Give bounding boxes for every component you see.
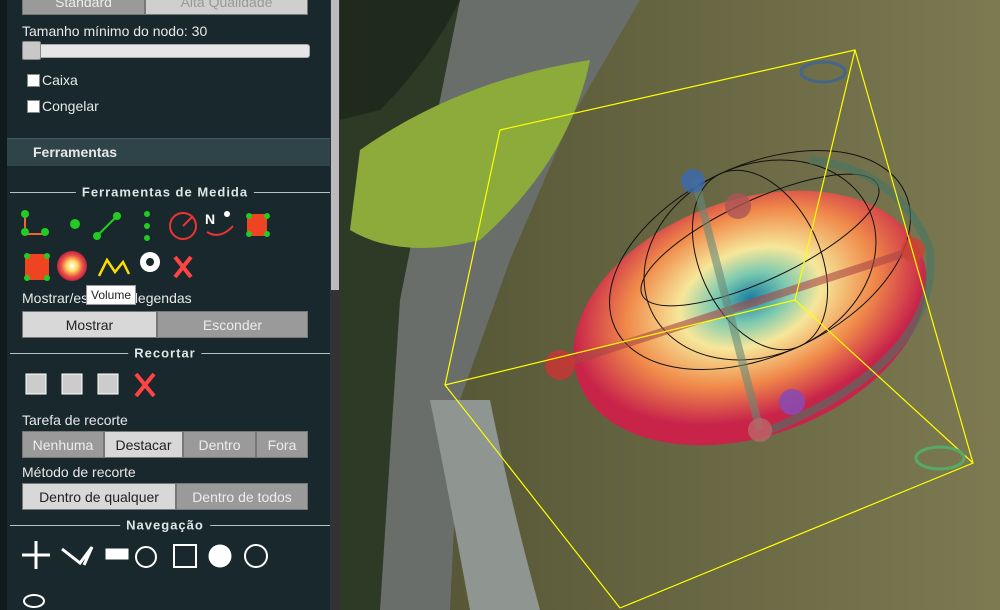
clip-box[interactable] [61, 373, 83, 395]
clip-task-btn[interactable]: Nenhuma [22, 431, 104, 458]
scrollbar[interactable] [330, 0, 340, 610]
section-title: Recortar [128, 345, 202, 361]
tooltip: Volume [86, 285, 137, 305]
tool-volume-box[interactable] [24, 253, 50, 281]
legend-hide[interactable]: Esconder [157, 311, 308, 338]
clip-volume[interactable] [97, 373, 119, 395]
viewport-3d[interactable] [340, 0, 1000, 610]
clip-task-btn[interactable]: Dentro [183, 431, 256, 458]
clip-task-btn[interactable]: Destacar [104, 431, 183, 458]
left-edge [0, 0, 7, 610]
quality-high[interactable]: Alta Qualidade [145, 0, 308, 15]
section-title: Ferramentas de Medida [75, 184, 255, 200]
quality-standard[interactable]: Standard [22, 0, 145, 15]
nav-eye[interactable] [23, 594, 45, 608]
tool-volume-sphere[interactable] [57, 251, 87, 281]
section-title: Navegação [120, 517, 210, 533]
tool-height[interactable] [144, 211, 150, 241]
tool-profile[interactable] [97, 257, 131, 277]
navigation-tools [22, 541, 268, 608]
nav-fly[interactable] [61, 546, 94, 566]
svg-text:N: N [205, 211, 215, 227]
tool-remove[interactable] [173, 255, 193, 279]
nav-orbit[interactable] [135, 546, 157, 568]
checkbox-label[interactable]: Congelar [42, 98, 99, 114]
nav-cube[interactable] [208, 544, 232, 568]
tool-point[interactable] [70, 219, 80, 229]
legend-show[interactable]: Mostrar [22, 311, 157, 338]
min-node-label: Tamanho mínimo do nodo: 30 [22, 23, 208, 39]
clip-polygon[interactable] [25, 373, 47, 395]
nav-heli[interactable] [105, 548, 129, 560]
nav-focus[interactable] [173, 544, 197, 568]
tool-annotation[interactable] [140, 252, 160, 282]
clip-tools [25, 372, 156, 398]
scrollbar-thumb[interactable] [331, 0, 339, 290]
clip-method-label: Método de recorte [22, 464, 136, 480]
clip-method-btn[interactable]: Dentro de todos [176, 483, 308, 510]
tool-area[interactable] [246, 213, 270, 237]
tools-header-text[interactable]: Ferramentas [33, 144, 118, 160]
tool-distance[interactable] [93, 212, 121, 240]
slider-thumb[interactable] [22, 41, 41, 60]
checkbox[interactable] [27, 100, 40, 113]
tools-header[interactable] [7, 138, 330, 166]
slider-track[interactable] [22, 44, 310, 58]
checkbox[interactable] [27, 74, 40, 87]
clip-method-btn[interactable]: Dentro de qualquer [22, 483, 176, 510]
tool-circle[interactable] [169, 212, 197, 240]
measure-tools: N [21, 210, 270, 282]
clip-remove[interactable] [134, 372, 156, 398]
tool-angle[interactable] [21, 210, 49, 236]
tool-azimuth[interactable]: N [205, 211, 234, 236]
nav-compass[interactable] [244, 544, 268, 568]
clip-task-btn[interactable]: Fora [256, 431, 308, 458]
nav-earth[interactable] [22, 541, 50, 569]
clip-task-label: Tarefa de recorte [22, 412, 128, 428]
checkbox-label[interactable]: Caixa [42, 72, 78, 88]
